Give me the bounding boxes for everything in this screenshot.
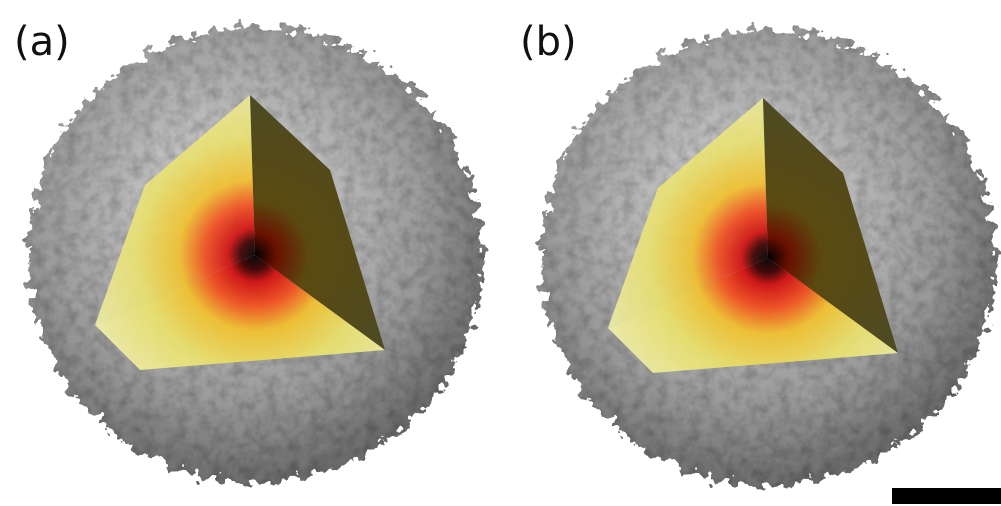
scale-bar [892, 488, 1001, 504]
figure: (a) (b) [0, 0, 1001, 506]
panel-label: (b) [520, 19, 577, 65]
panel-b [540, 30, 996, 486]
panel-label: (a) [14, 19, 70, 65]
panel-a [27, 27, 483, 483]
